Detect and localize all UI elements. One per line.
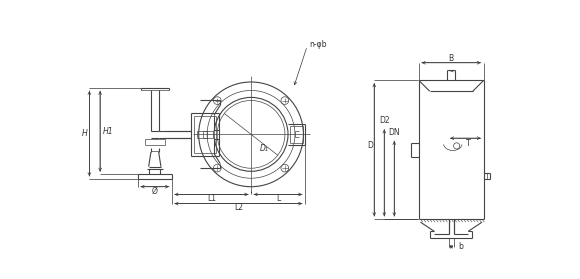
Text: L: L (276, 194, 280, 203)
Text: L2: L2 (234, 203, 243, 212)
Text: L1: L1 (207, 194, 216, 203)
Text: H: H (82, 129, 88, 138)
Text: D₁: D₁ (260, 144, 269, 153)
Text: H1: H1 (103, 127, 113, 136)
Text: Ø: Ø (152, 187, 158, 196)
Text: T: T (466, 139, 470, 148)
Text: b: b (458, 242, 463, 251)
Text: DN: DN (389, 128, 400, 136)
Text: D: D (368, 141, 374, 150)
Text: D2: D2 (379, 116, 390, 125)
Text: B: B (449, 54, 454, 62)
Text: n-φb: n-φb (309, 40, 327, 49)
